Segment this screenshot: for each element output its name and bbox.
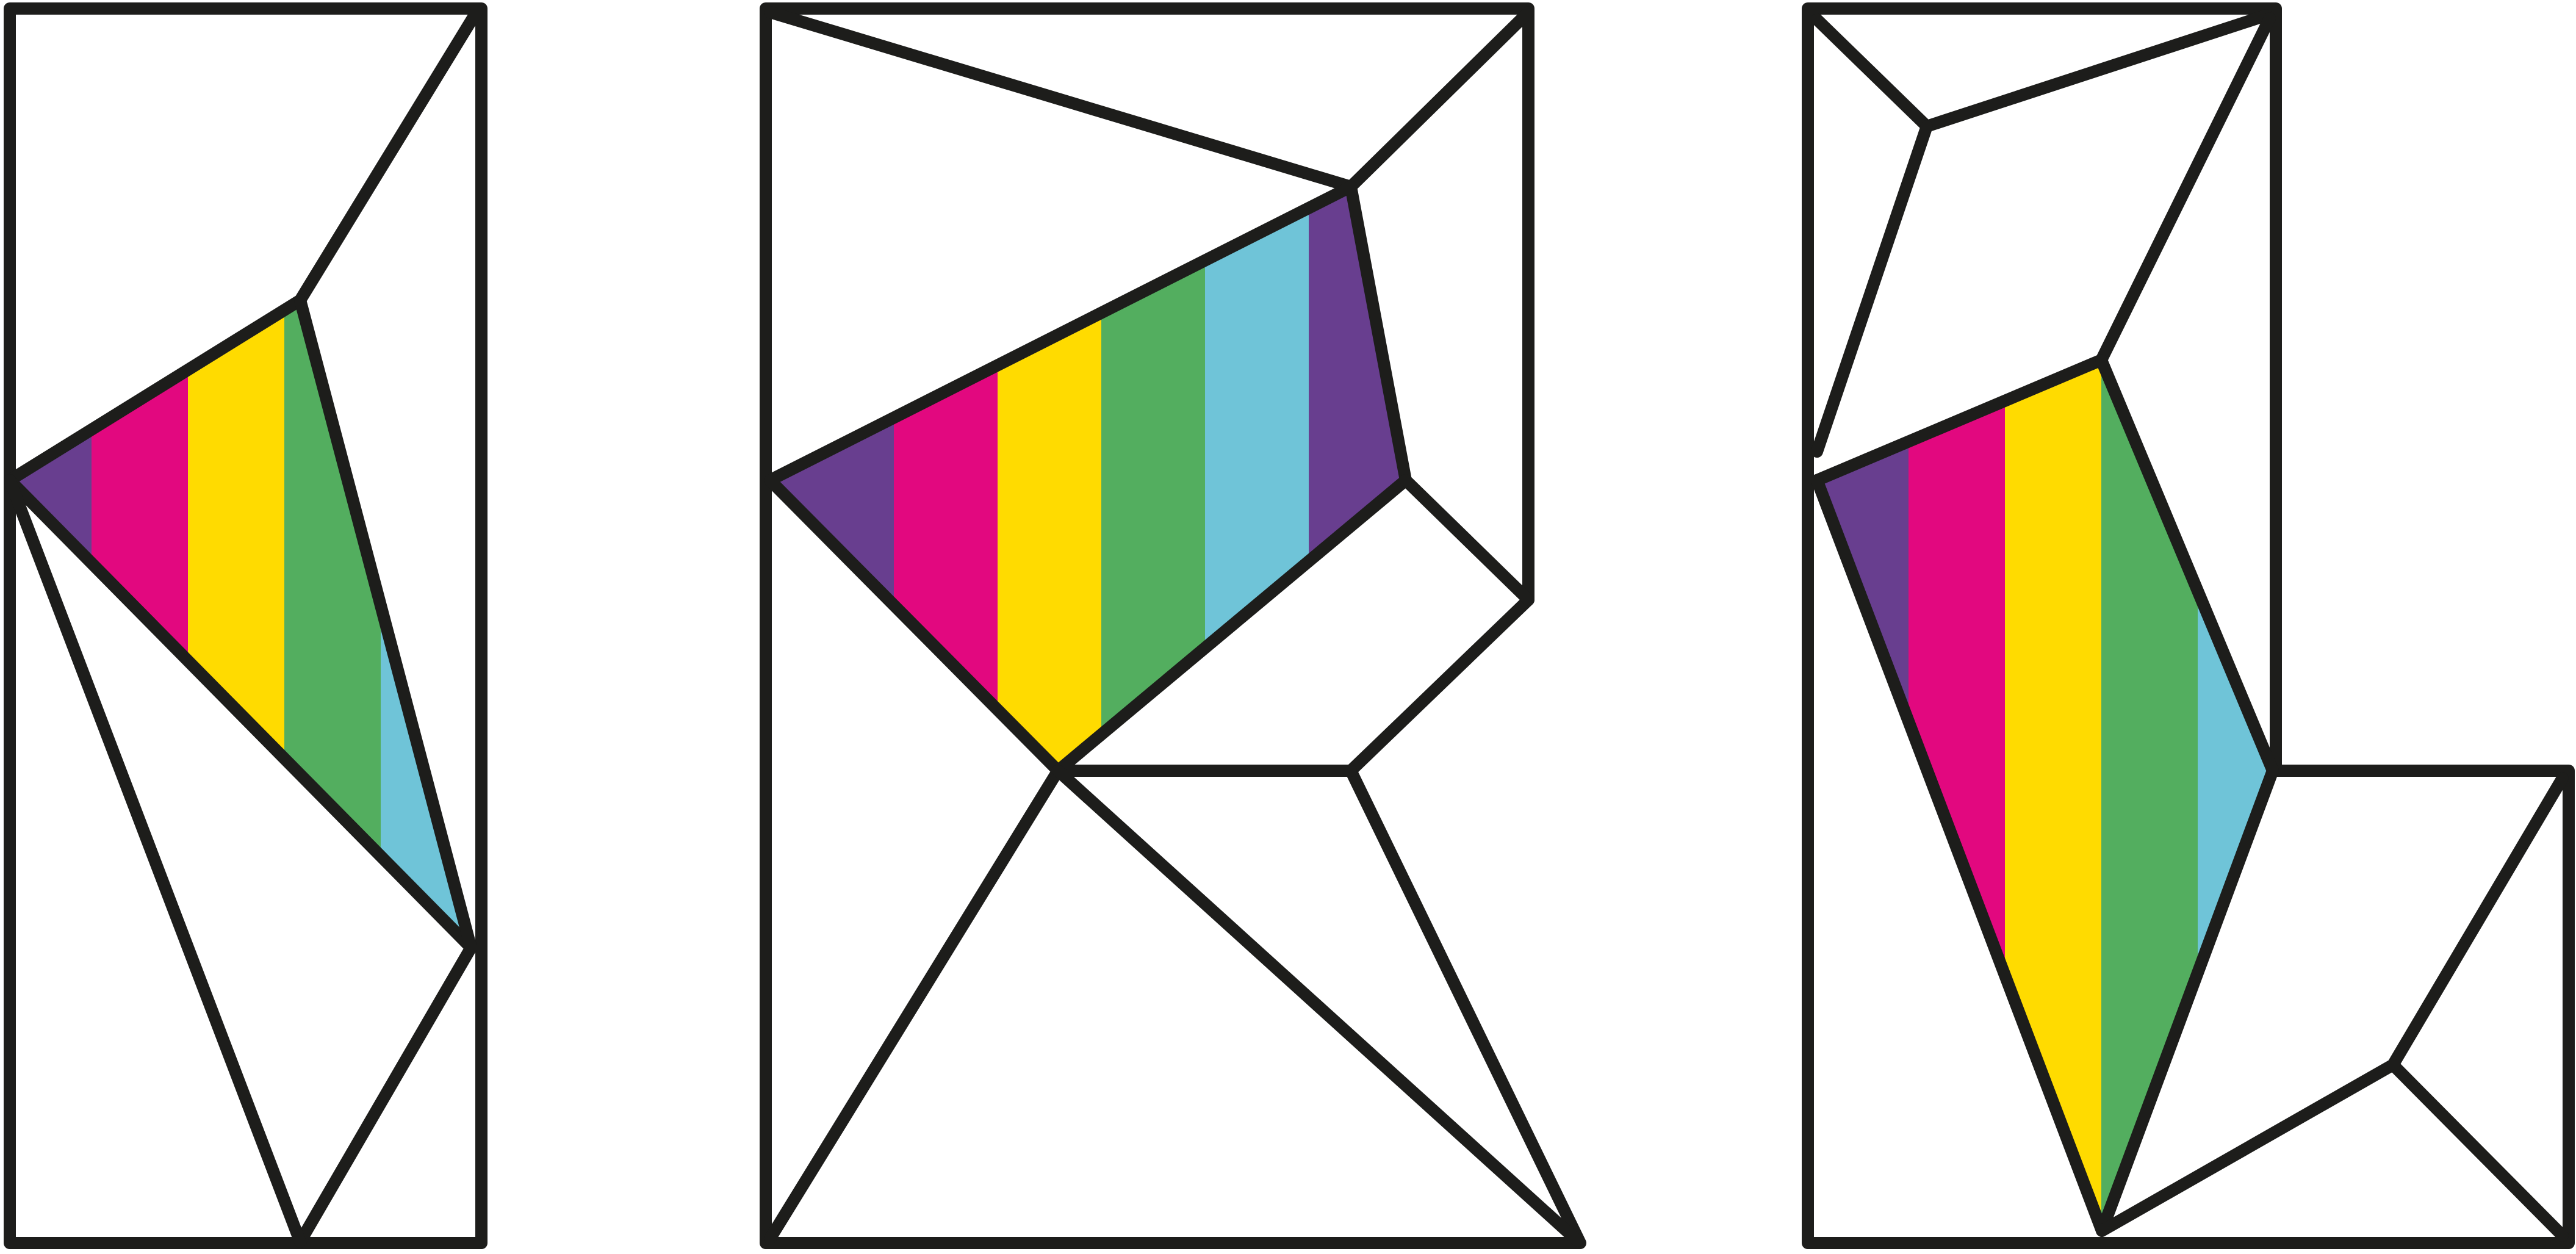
letter-i — [4, 2, 487, 1249]
letter-i-outline — [4, 2, 487, 1249]
stripe-4 — [1101, 187, 1205, 771]
letter-l — [1802, 2, 2575, 1249]
stripe-6 — [1309, 187, 1406, 771]
letter-r — [760, 2, 1586, 1249]
stripe-1 — [1817, 360, 1909, 1231]
stripe-3 — [998, 187, 1101, 771]
letter-r-rainbow-fill — [770, 187, 1406, 771]
stripe-3 — [2005, 360, 2101, 1231]
letter-l-outline — [1802, 2, 2575, 1249]
stripe-2 — [92, 300, 188, 948]
letter-i-rainbow-fill — [10, 300, 471, 948]
letter-r-outline — [760, 2, 1586, 1249]
stripe-2 — [1909, 360, 2005, 1231]
